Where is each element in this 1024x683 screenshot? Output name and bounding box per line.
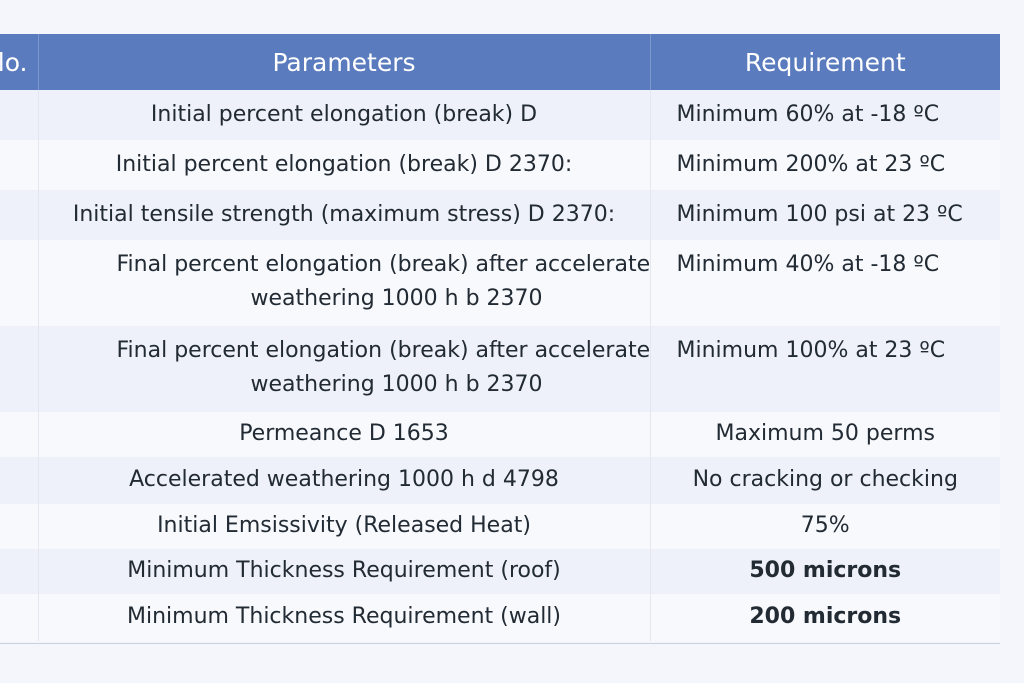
parameter-line-2: weathering 1000 h b 2370 bbox=[250, 286, 543, 311]
table-body: Initial percent elongation (break) D Min… bbox=[0, 90, 1000, 641]
row-number-cell bbox=[0, 326, 39, 412]
row-number-cell bbox=[0, 504, 39, 549]
header-parameters: Parameters bbox=[38, 34, 651, 90]
table-row: Accelerated weathering 1000 h d 4798 No … bbox=[0, 457, 1000, 504]
row-number-cell bbox=[0, 140, 39, 190]
requirement-cell: 200 microns bbox=[650, 594, 1000, 641]
parameter-cell: Initial percent elongation (break) D bbox=[38, 90, 651, 140]
table-row: Initial percent elongation (break) D 237… bbox=[0, 140, 1000, 190]
requirement-cell: Minimum 100 psi at 23 ºC bbox=[650, 190, 1000, 240]
requirements-table-container: lo. Parameters Requirement Initial perce… bbox=[0, 34, 1000, 641]
table-row: Initial Emsissivity (Released Heat) 75% bbox=[0, 504, 1000, 549]
table-row: Initial tensile strength (maximum stress… bbox=[0, 190, 1000, 240]
row-number-cell bbox=[0, 412, 39, 457]
table-header: lo. Parameters Requirement bbox=[0, 34, 1000, 90]
row-number-cell bbox=[0, 240, 39, 326]
requirement-cell: 500 microns bbox=[650, 549, 1000, 594]
parameter-cell: Initial percent elongation (break) D 237… bbox=[38, 140, 651, 190]
row-number-cell bbox=[0, 457, 39, 504]
requirement-cell: Minimum 100% at 23 ºC bbox=[650, 326, 1000, 412]
requirement-cell: Maximum 50 perms bbox=[650, 412, 1000, 457]
requirement-cell: No cracking or checking bbox=[650, 457, 1000, 504]
parameter-line-1: Final percent elongation (break) after a… bbox=[116, 252, 650, 277]
parameter-cell: Minimum Thickness Requirement (roof) bbox=[38, 549, 651, 594]
row-number-cell bbox=[0, 190, 39, 240]
row-number-cell bbox=[0, 594, 39, 641]
requirement-cell: Minimum 40% at -18 ºC bbox=[650, 240, 1000, 326]
table-row: Minimum Thickness Requirement (roof) 500… bbox=[0, 549, 1000, 594]
header-no: lo. bbox=[0, 34, 39, 90]
row-number-cell bbox=[0, 549, 39, 594]
requirement-cell: 75% bbox=[650, 504, 1000, 549]
table-bottom-rule bbox=[0, 643, 1000, 644]
row-number-cell bbox=[0, 90, 39, 140]
parameter-cell: Final percent elongation (break) after a… bbox=[38, 326, 651, 412]
header-requirement: Requirement bbox=[650, 34, 1000, 90]
table-row: Minimum Thickness Requirement (wall) 200… bbox=[0, 594, 1000, 641]
table-row: Permeance D 1653 Maximum 50 perms bbox=[0, 412, 1000, 457]
table-row: Final percent elongation (break) after a… bbox=[0, 240, 1000, 326]
requirement-cell: Minimum 60% at -18 ºC bbox=[650, 90, 1000, 140]
parameter-cell: Accelerated weathering 1000 h d 4798 bbox=[38, 457, 651, 504]
parameter-cell: Permeance D 1653 bbox=[38, 412, 651, 457]
parameter-line-2: weathering 1000 h b 2370 bbox=[250, 372, 543, 397]
requirements-table: lo. Parameters Requirement Initial perce… bbox=[0, 34, 1000, 641]
table-row: Initial percent elongation (break) D Min… bbox=[0, 90, 1000, 140]
parameter-cell: Minimum Thickness Requirement (wall) bbox=[38, 594, 651, 641]
table-row: Final percent elongation (break) after a… bbox=[0, 326, 1000, 412]
parameter-cell: Final percent elongation (break) after a… bbox=[38, 240, 651, 326]
requirement-cell: Minimum 200% at 23 ºC bbox=[650, 140, 1000, 190]
parameter-line-1: Final percent elongation (break) after a… bbox=[116, 338, 650, 363]
parameter-cell: Initial tensile strength (maximum stress… bbox=[38, 190, 651, 240]
parameter-cell: Initial Emsissivity (Released Heat) bbox=[38, 504, 651, 549]
